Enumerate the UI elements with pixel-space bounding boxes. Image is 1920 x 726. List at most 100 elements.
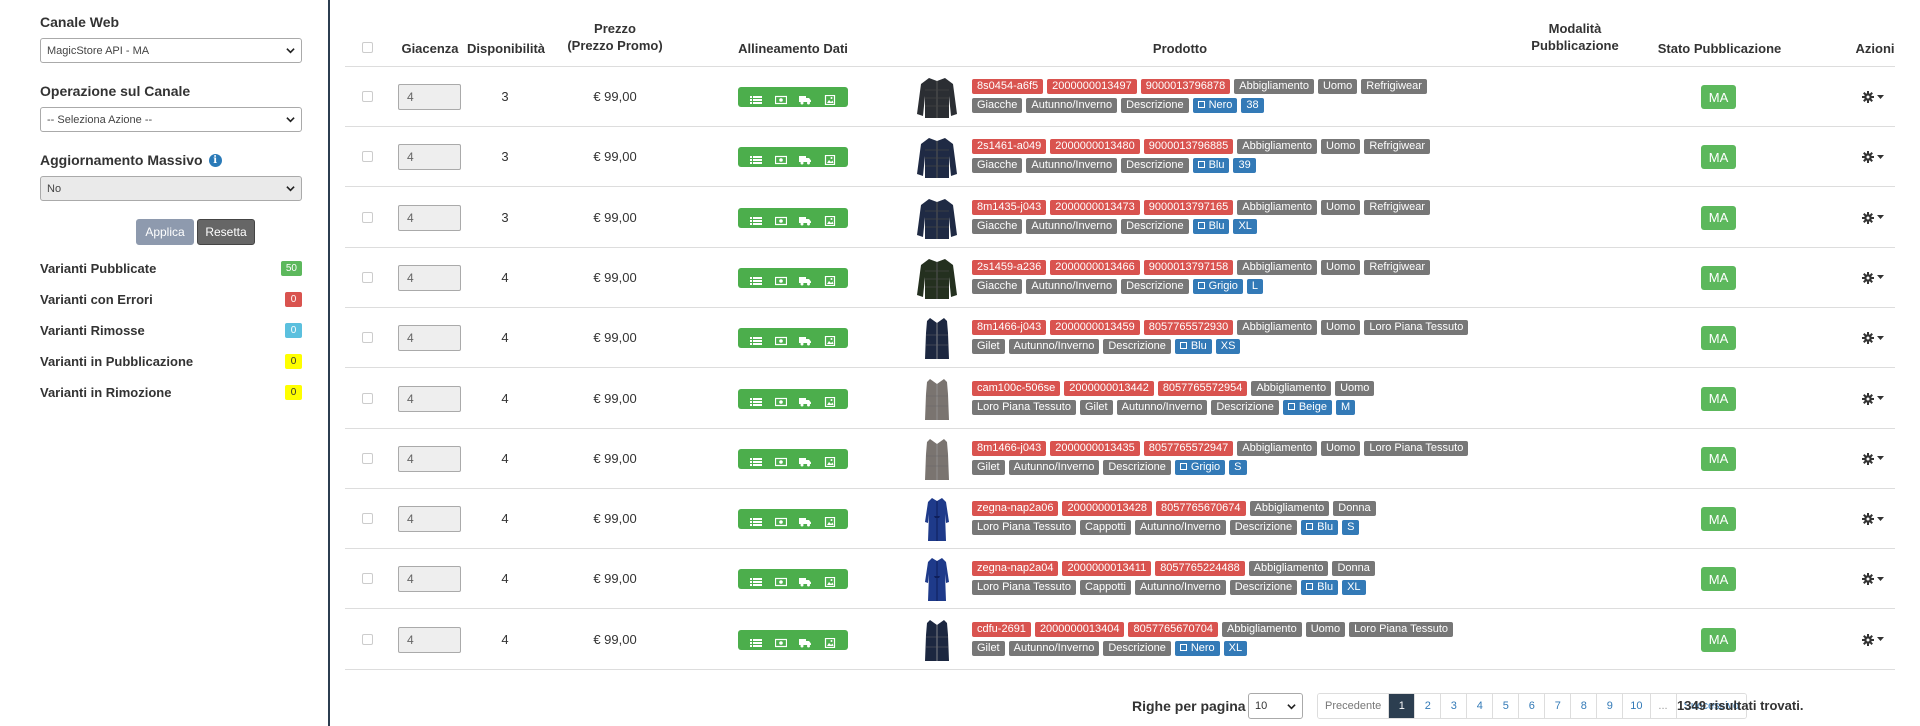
list-icon[interactable] <box>750 635 763 647</box>
giacenza-input[interactable]: 4 <box>398 385 461 412</box>
truck-icon[interactable] <box>799 454 812 467</box>
counter-row[interactable]: Varianti con Errori 0 <box>40 290 302 308</box>
money-icon[interactable] <box>774 394 787 406</box>
money-icon[interactable] <box>774 152 787 165</box>
aggiornamento-select[interactable]: No <box>40 176 302 201</box>
image-icon[interactable] <box>824 92 836 106</box>
page-link[interactable]: 9 <box>1596 694 1623 718</box>
product-thumbnail[interactable] <box>915 195 959 241</box>
giacenza-input[interactable]: 4 <box>398 204 461 231</box>
header-disponibilita[interactable]: Disponibilità <box>467 41 545 56</box>
giacenza-input[interactable]: 4 <box>398 506 461 533</box>
page-link[interactable]: 5 <box>1492 694 1519 718</box>
truck-icon[interactable] <box>799 213 812 226</box>
money-icon[interactable] <box>774 514 787 527</box>
row-checkbox[interactable] <box>362 392 373 404</box>
giacenza-input[interactable]: 4 <box>398 626 461 653</box>
page-link[interactable]: 8 <box>1570 694 1597 718</box>
image-icon[interactable] <box>824 333 836 347</box>
row-checkbox[interactable] <box>362 91 373 102</box>
canale-select[interactable]: MagicStore API - MA <box>40 38 302 63</box>
list-icon[interactable] <box>750 454 763 466</box>
truck-icon[interactable] <box>799 92 812 105</box>
header-stato[interactable]: Stato Pubblicazione <box>1657 41 1782 56</box>
counter-row[interactable]: Varianti in Pubblicazione 0 <box>40 352 302 370</box>
list-icon[interactable] <box>750 574 763 587</box>
page-link[interactable]: 3 <box>1440 694 1467 718</box>
money-icon[interactable] <box>774 333 787 346</box>
azioni-menu-button[interactable] <box>1862 211 1888 225</box>
row-checkbox[interactable] <box>362 513 373 525</box>
product-thumbnail[interactable] <box>915 315 959 361</box>
page-link[interactable]: 10 <box>1622 694 1650 718</box>
image-icon[interactable] <box>824 273 836 286</box>
image-icon[interactable] <box>824 574 836 588</box>
truck-icon[interactable] <box>799 333 812 346</box>
image-icon[interactable] <box>824 454 836 467</box>
product-thumbnail[interactable] <box>915 617 959 663</box>
azioni-menu-button[interactable] <box>1862 331 1888 345</box>
azioni-menu-button[interactable] <box>1862 633 1888 647</box>
info-icon[interactable]: i <box>208 153 222 167</box>
operazione-select[interactable]: -- Seleziona Azione -- <box>40 107 302 132</box>
row-checkbox[interactable] <box>362 633 373 645</box>
header-giacenza[interactable]: Giacenza <box>401 41 459 56</box>
money-icon[interactable] <box>774 273 787 285</box>
product-thumbnail[interactable] <box>915 255 959 301</box>
list-icon[interactable] <box>750 152 763 165</box>
product-thumbnail[interactable] <box>915 556 959 602</box>
giacenza-input[interactable]: 4 <box>398 144 461 171</box>
list-icon[interactable] <box>750 514 763 527</box>
image-icon[interactable] <box>824 394 836 407</box>
prev-page-button[interactable]: Precedente <box>1318 694 1389 718</box>
row-checkbox[interactable] <box>362 271 373 283</box>
page-link[interactable]: 4 <box>1466 694 1493 718</box>
money-icon[interactable] <box>774 635 787 647</box>
row-checkbox[interactable] <box>362 573 373 585</box>
list-icon[interactable] <box>750 273 763 285</box>
counter-row[interactable]: Varianti in Rimozione 0 <box>40 383 302 401</box>
image-icon[interactable] <box>824 514 836 528</box>
list-icon[interactable] <box>750 92 763 104</box>
product-thumbnail[interactable] <box>915 74 959 120</box>
header-prodotto[interactable]: Prodotto <box>1152 41 1208 56</box>
azioni-menu-button[interactable] <box>1862 392 1888 406</box>
image-icon[interactable] <box>824 635 836 648</box>
truck-icon[interactable] <box>799 574 812 587</box>
azioni-menu-button[interactable] <box>1862 512 1888 526</box>
truck-icon[interactable] <box>799 394 812 406</box>
truck-icon[interactable] <box>799 152 812 165</box>
azioni-menu-button[interactable] <box>1862 90 1888 104</box>
azioni-menu-button[interactable] <box>1862 271 1888 285</box>
money-icon[interactable] <box>774 213 787 225</box>
money-icon[interactable] <box>774 454 787 466</box>
row-checkbox[interactable] <box>362 332 373 344</box>
money-icon[interactable] <box>774 92 787 105</box>
counter-row[interactable]: Varianti Pubblicate 50 <box>40 259 302 277</box>
rows-per-page-select[interactable]: 10 <box>1248 693 1303 719</box>
image-icon[interactable] <box>824 213 836 226</box>
giacenza-input[interactable]: 4 <box>398 445 461 472</box>
page-link[interactable]: 2 <box>1414 694 1441 718</box>
row-checkbox[interactable] <box>362 151 373 163</box>
truck-icon[interactable] <box>799 273 812 286</box>
giacenza-input[interactable]: 4 <box>398 84 461 110</box>
select-all-checkbox[interactable] <box>362 42 373 53</box>
applica-button[interactable]: Applica <box>136 219 194 245</box>
counter-row[interactable]: Varianti Rimosse 0 <box>40 321 302 339</box>
azioni-menu-button[interactable] <box>1862 452 1888 466</box>
page-link[interactable]: 6 <box>1518 694 1545 718</box>
product-thumbnail[interactable] <box>915 436 959 482</box>
giacenza-input[interactable]: 4 <box>398 325 461 352</box>
list-icon[interactable] <box>750 333 763 346</box>
truck-icon[interactable] <box>799 635 812 648</box>
list-icon[interactable] <box>750 394 763 406</box>
money-icon[interactable] <box>774 574 787 587</box>
page-link[interactable]: 7 <box>1544 694 1571 718</box>
product-thumbnail[interactable] <box>915 496 959 542</box>
giacenza-input[interactable]: 4 <box>398 566 461 593</box>
image-icon[interactable] <box>824 152 836 166</box>
resetta-button[interactable]: Resetta <box>197 219 255 245</box>
header-prezzo[interactable]: Prezzo (Prezzo Promo) <box>545 20 685 54</box>
row-checkbox[interactable] <box>362 211 373 223</box>
